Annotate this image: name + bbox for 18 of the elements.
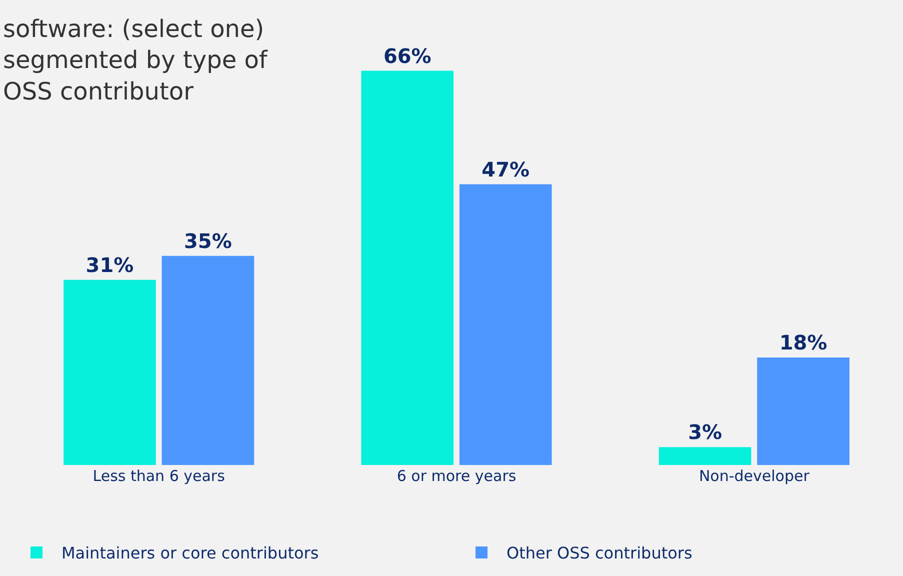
data-label: 31% <box>86 252 134 277</box>
bar <box>162 256 254 465</box>
bar <box>757 357 850 465</box>
legend-label: Other OSS contributors <box>506 544 692 563</box>
bar <box>64 280 156 465</box>
bar <box>459 184 552 465</box>
x-tick-label: Non-developer <box>698 467 810 485</box>
legend-label: Maintainers or core contributors <box>62 544 319 563</box>
data-label: 18% <box>779 330 828 354</box>
bar <box>361 70 454 465</box>
x-tick-label: Less than 6 years <box>92 467 226 485</box>
chart-title: software: (select one) segmented by type of OSS contributor <box>3 15 268 106</box>
data-label: 47% <box>482 157 530 182</box>
data-label: 66% <box>383 44 432 68</box>
bar <box>658 447 752 465</box>
x-tick-label: 6 or more years <box>396 467 516 485</box>
data-label: 3% <box>688 420 722 444</box>
data-label: 35% <box>184 228 232 253</box>
